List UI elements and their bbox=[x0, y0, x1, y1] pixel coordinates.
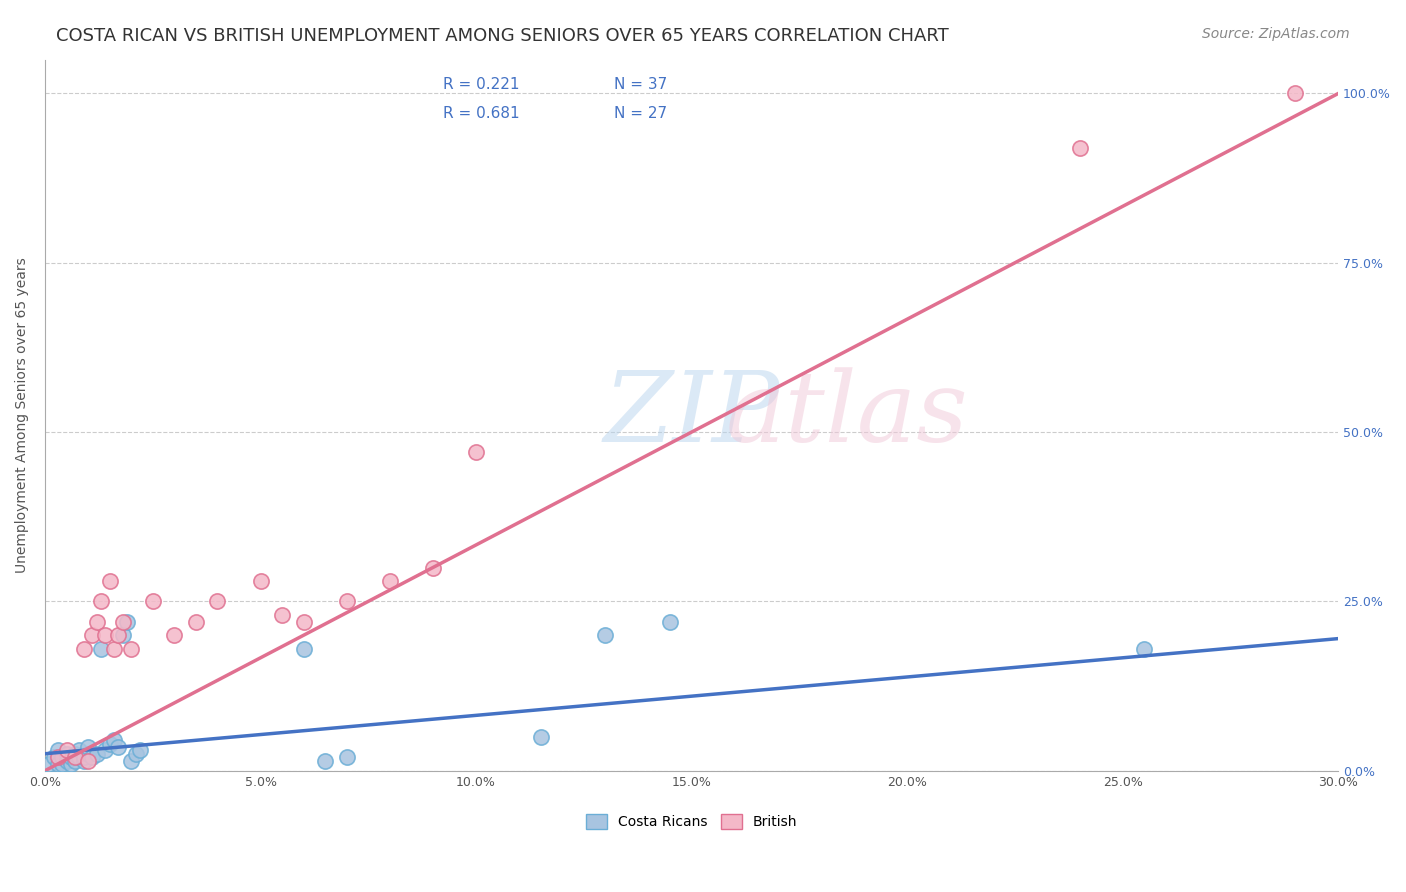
Point bbox=[55, 747, 77, 761]
Point bbox=[595, 628, 617, 642]
Point bbox=[77, 739, 100, 754]
Point bbox=[73, 641, 96, 656]
Point bbox=[86, 747, 108, 761]
Point bbox=[271, 607, 294, 622]
Point bbox=[63, 750, 86, 764]
Point bbox=[336, 594, 359, 608]
Point bbox=[90, 594, 112, 608]
Text: N = 37: N = 37 bbox=[614, 78, 668, 93]
Point bbox=[103, 641, 125, 656]
Point bbox=[103, 733, 125, 747]
Point bbox=[98, 574, 121, 588]
Y-axis label: Unemployment Among Seniors over 65 years: Unemployment Among Seniors over 65 years bbox=[15, 257, 30, 573]
Point bbox=[73, 754, 96, 768]
Point bbox=[69, 750, 91, 764]
Point bbox=[90, 641, 112, 656]
Point bbox=[184, 615, 207, 629]
Text: R = 0.681: R = 0.681 bbox=[443, 106, 520, 120]
Point bbox=[82, 628, 104, 642]
Point bbox=[120, 641, 142, 656]
Legend: Costa Ricans, British: Costa Ricans, British bbox=[581, 809, 803, 835]
Point bbox=[128, 743, 150, 757]
Point bbox=[55, 754, 77, 768]
Point bbox=[292, 641, 315, 656]
Point bbox=[51, 750, 73, 764]
Point bbox=[336, 750, 359, 764]
Point bbox=[249, 574, 271, 588]
Point bbox=[292, 615, 315, 629]
Point bbox=[207, 594, 229, 608]
Point bbox=[38, 756, 60, 771]
Point bbox=[59, 750, 82, 764]
Point bbox=[378, 574, 401, 588]
Point bbox=[314, 754, 336, 768]
Point bbox=[1284, 87, 1306, 101]
Point bbox=[422, 560, 444, 574]
Point bbox=[115, 615, 138, 629]
Point bbox=[530, 730, 553, 744]
Text: N = 27: N = 27 bbox=[614, 106, 666, 120]
Point bbox=[163, 628, 186, 642]
Point bbox=[82, 750, 104, 764]
Point bbox=[63, 747, 86, 761]
Point bbox=[1133, 641, 1156, 656]
Point bbox=[120, 754, 142, 768]
Point bbox=[107, 739, 129, 754]
Point bbox=[142, 594, 165, 608]
Point bbox=[111, 615, 134, 629]
Text: Source: ZipAtlas.com: Source: ZipAtlas.com bbox=[1202, 27, 1350, 41]
Text: R = 0.221: R = 0.221 bbox=[443, 78, 520, 93]
Point bbox=[46, 743, 69, 757]
Point bbox=[46, 750, 69, 764]
Point bbox=[69, 743, 91, 757]
Point bbox=[59, 756, 82, 771]
Point bbox=[94, 743, 117, 757]
Point bbox=[1069, 141, 1091, 155]
Point bbox=[55, 743, 77, 757]
Text: atlas: atlas bbox=[725, 368, 969, 463]
Point bbox=[73, 750, 96, 764]
Point bbox=[124, 747, 146, 761]
Point bbox=[77, 747, 100, 761]
Point bbox=[63, 754, 86, 768]
Point bbox=[77, 754, 100, 768]
Point bbox=[42, 750, 65, 764]
Point bbox=[98, 737, 121, 751]
Point bbox=[51, 756, 73, 771]
Point bbox=[111, 628, 134, 642]
Text: ZIP: ZIP bbox=[603, 368, 780, 463]
Point bbox=[86, 615, 108, 629]
Text: COSTA RICAN VS BRITISH UNEMPLOYMENT AMONG SENIORS OVER 65 YEARS CORRELATION CHAR: COSTA RICAN VS BRITISH UNEMPLOYMENT AMON… bbox=[56, 27, 949, 45]
Point bbox=[94, 628, 117, 642]
Point bbox=[659, 615, 682, 629]
Point bbox=[465, 445, 488, 459]
Point bbox=[46, 756, 69, 771]
Point bbox=[107, 628, 129, 642]
